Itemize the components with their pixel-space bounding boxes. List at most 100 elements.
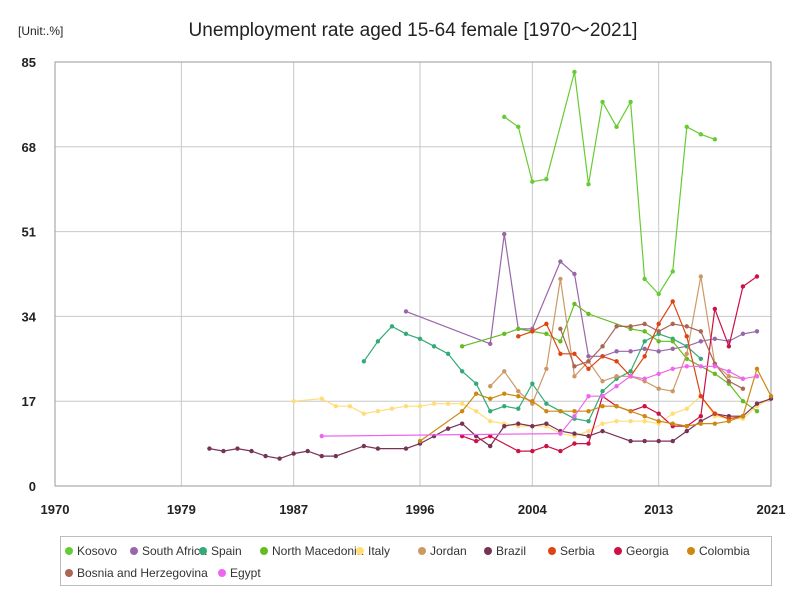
data-point-south-africa <box>488 341 493 347</box>
data-point-brazil <box>586 433 591 439</box>
legend-item[interactable]: Colombia <box>687 544 750 558</box>
data-point-brazil <box>221 448 226 454</box>
data-point-georgia <box>516 448 521 454</box>
data-point-egypt <box>558 431 563 436</box>
data-point-jordan <box>726 374 732 379</box>
data-point-egypt <box>628 374 633 379</box>
data-point-italy <box>642 418 647 424</box>
data-point-colombia <box>488 396 493 401</box>
data-point-georgia <box>712 306 718 312</box>
legend-item[interactable]: Serbia <box>548 544 595 558</box>
legend-marker <box>548 546 556 555</box>
data-point-north-macedonia <box>558 339 563 344</box>
data-point-italy <box>389 406 395 411</box>
legend-item[interactable]: Spain <box>199 544 242 558</box>
data-point-georgia <box>726 344 732 349</box>
data-point-kosovo <box>684 124 689 130</box>
data-point-bosnia-and-herzegovina <box>642 321 647 327</box>
data-point-brazil <box>305 448 310 454</box>
data-point-brazil <box>488 443 493 449</box>
data-point-colombia <box>473 391 479 396</box>
data-point-brazil <box>291 451 296 456</box>
data-point-south-africa <box>642 346 647 352</box>
data-point-south-africa <box>754 329 760 334</box>
data-point-south-africa <box>586 354 591 359</box>
series-egypt <box>319 364 760 439</box>
data-point-colombia <box>656 418 661 424</box>
legend-marker <box>260 546 268 555</box>
data-point-south-africa <box>558 259 563 264</box>
data-point-jordan <box>656 386 661 391</box>
series-jordan <box>488 274 746 406</box>
data-point-egypt <box>614 384 619 389</box>
data-point-brazil <box>684 428 689 434</box>
data-point-colombia <box>600 403 605 409</box>
data-point-brazil <box>249 448 254 454</box>
legend-item[interactable]: Bosnia and Herzegovina <box>65 566 208 580</box>
series-group <box>207 69 774 461</box>
legend-item[interactable]: Italy <box>356 544 390 558</box>
x-tick-label: 1996 <box>406 502 435 517</box>
data-point-italy <box>319 396 324 401</box>
data-point-brazil <box>642 438 647 444</box>
data-point-serbia <box>558 351 563 357</box>
legend-item[interactable]: Jordan <box>418 544 467 558</box>
data-point-brazil <box>544 421 549 426</box>
data-point-italy <box>473 408 479 414</box>
data-point-kosovo <box>642 276 647 282</box>
data-point-brazil <box>502 423 507 429</box>
data-point-colombia <box>628 408 633 414</box>
data-point-brazil <box>445 426 451 431</box>
data-point-kosovo <box>586 182 591 187</box>
legend-marker <box>130 546 138 555</box>
data-point-italy <box>586 428 591 434</box>
data-point-spain <box>403 331 409 337</box>
data-point-italy <box>684 406 689 411</box>
series-brazil <box>207 396 774 461</box>
data-point-north-macedonia <box>572 301 577 307</box>
data-point-jordan <box>698 274 704 279</box>
data-point-egypt <box>684 364 689 369</box>
legend-item[interactable]: Georgia <box>614 544 669 558</box>
data-point-colombia <box>768 394 774 399</box>
data-point-jordan <box>684 351 689 357</box>
data-point-italy <box>431 401 437 406</box>
x-tick-label: 1979 <box>167 502 196 517</box>
data-point-colombia <box>726 418 732 424</box>
data-point-jordan <box>502 369 507 374</box>
data-point-georgia <box>544 443 549 449</box>
data-point-bosnia-and-herzegovina <box>600 344 605 349</box>
data-point-north-macedonia <box>740 399 746 404</box>
data-point-bosnia-and-herzegovina <box>656 329 661 334</box>
data-point-italy <box>670 411 675 416</box>
data-point-egypt <box>754 374 760 379</box>
x-tick-label: 2013 <box>644 502 673 517</box>
data-point-jordan <box>600 379 605 384</box>
legend-item[interactable]: North Macedonia <box>260 544 363 558</box>
data-point-kosovo <box>544 177 549 182</box>
data-point-egypt <box>726 369 732 374</box>
data-point-kosovo <box>600 99 605 105</box>
data-point-north-macedonia <box>586 311 591 317</box>
legend-item[interactable]: Egypt <box>218 566 261 580</box>
data-point-italy <box>347 403 353 409</box>
data-point-kosovo <box>712 137 718 142</box>
legend-marker <box>484 546 492 555</box>
data-point-bosnia-and-herzegovina <box>698 329 704 334</box>
legend-item[interactable]: Kosovo <box>65 544 117 558</box>
data-point-north-macedonia <box>459 344 465 349</box>
data-point-bosnia-and-herzegovina <box>684 324 689 329</box>
data-point-colombia <box>502 391 507 396</box>
data-point-georgia <box>572 441 577 446</box>
data-point-italy <box>333 403 338 409</box>
data-point-jordan <box>488 384 493 389</box>
legend-item[interactable]: South Africa <box>130 544 207 558</box>
data-point-north-macedonia <box>502 331 507 337</box>
series-line-kosovo <box>503 71 716 295</box>
legend-item[interactable]: Brazil <box>484 544 526 558</box>
data-point-south-africa <box>572 271 577 277</box>
data-point-brazil <box>459 421 465 426</box>
data-point-serbia <box>642 354 647 359</box>
data-point-brazil <box>263 453 268 459</box>
data-point-colombia <box>642 413 647 419</box>
